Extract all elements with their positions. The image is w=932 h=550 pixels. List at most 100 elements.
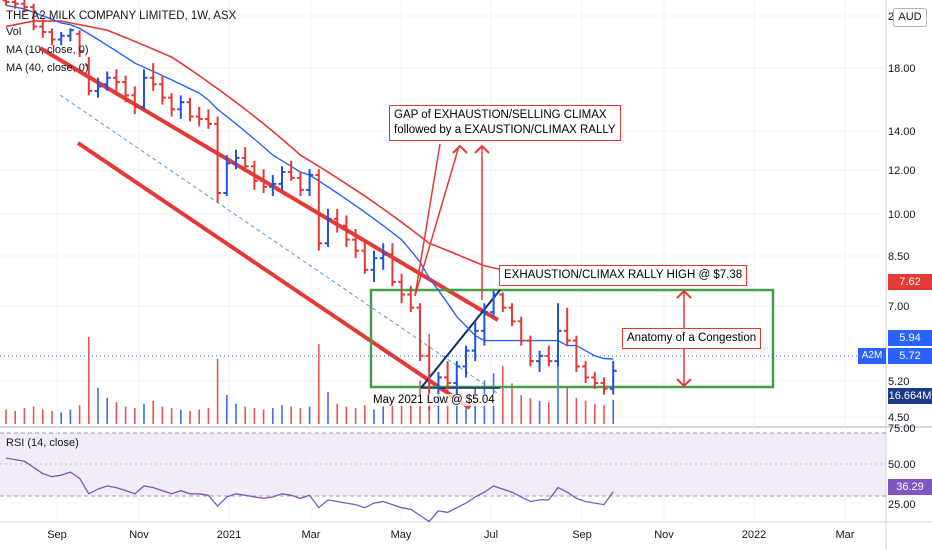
price-pane[interactable] (0, 0, 886, 424)
volume-bar (124, 406, 127, 424)
ohlc-bar (398, 273, 406, 304)
ohlc-bar (563, 307, 571, 346)
volume-bar (226, 394, 228, 424)
time-tick-label: May (391, 529, 412, 541)
ohlc-bar (324, 208, 332, 247)
volume-bar (281, 405, 283, 424)
price-tick-label: 12.00 (888, 165, 916, 177)
ohlc-bar (177, 95, 185, 119)
chart-title: THE A2 MILK COMPANY LIMITED, 1W, ASX (6, 10, 237, 22)
legend-ma10[interactable]: MA (10, close, 0) (6, 44, 89, 56)
annotation-gap-line2: followed by a EXAUSTION/CLIMAX RALLY (394, 124, 616, 136)
annotation-gap-exhaustion[interactable]: GAP of EXHAUSTION/SELLING CLIMAX followe… (389, 105, 621, 141)
volume-bar (180, 409, 182, 424)
volume-bar (603, 405, 605, 424)
volume-bar (244, 406, 246, 424)
volume-bar (336, 403, 338, 424)
volume-bar (262, 409, 265, 424)
legend-rsi[interactable]: RSI (14, close) (6, 437, 79, 449)
ohlc-bar (379, 243, 387, 270)
ohlc-bar (48, 28, 56, 46)
volume-bar (97, 387, 99, 424)
annotation-congestion[interactable]: Anatomy of a Congestion (622, 328, 762, 349)
volume-bar (584, 400, 587, 424)
ohlc-bar (223, 155, 231, 197)
price-tick-label: 14.00 (888, 126, 916, 138)
volume-bar (272, 408, 274, 424)
badge-volume: 16.664M (888, 388, 932, 404)
ohlc-bar (112, 69, 120, 91)
ohlc-bar (269, 174, 277, 197)
volume-bar (456, 392, 458, 424)
ohlc-bar (342, 215, 350, 247)
annotation-may-low[interactable]: May 2021 Low @ $5.04 (371, 394, 497, 406)
volume-bar (382, 406, 384, 424)
ohlc-bar (39, 19, 47, 38)
volume-bar (391, 403, 394, 424)
ohlc-bar (591, 371, 599, 389)
volume-bar (170, 408, 173, 424)
ohlc-bars[interactable] (2, 0, 617, 411)
volume-bar (32, 406, 35, 424)
annotation-rally-high[interactable]: EXHAUSTION/CLIMAX RALLY HIGH @ $7.38 (499, 265, 748, 286)
volume-bar (23, 408, 26, 424)
rally-line (420, 289, 501, 389)
congestion-box (369, 288, 775, 389)
congestion-arrow-top (676, 289, 692, 299)
time-tick-label: Sep (47, 529, 67, 541)
volume-bar (143, 403, 145, 424)
price-tick-label: 7.00 (888, 301, 909, 313)
ohlc-bar (462, 345, 470, 378)
volume-bar (538, 400, 541, 424)
gap-up-arrow-head (452, 144, 468, 154)
volume-bar (152, 400, 154, 424)
ohlc-bar (572, 335, 580, 372)
legend-ma40[interactable]: MA (40, close, 0) (6, 62, 89, 74)
ohlc-bar (214, 116, 222, 203)
ohlc-bar (149, 63, 157, 91)
time-tick-label: Jul (484, 529, 498, 541)
legend-vol[interactable]: Vol (6, 26, 22, 38)
volume-bar (502, 365, 504, 424)
gap-pointer-line (414, 143, 441, 297)
volume-bar (78, 405, 81, 424)
volume-bar (69, 409, 72, 424)
ohlc-bar (2, 0, 10, 6)
time-tick-label: Mar (302, 529, 321, 541)
ohlc-bar (554, 303, 562, 367)
time-tick-label: 2022 (742, 529, 766, 541)
ohlc-bar (453, 361, 461, 395)
volume-bar (253, 408, 256, 424)
currency-button[interactable]: AUD (893, 8, 927, 27)
ohlc-bar (168, 93, 176, 117)
ohlc-bar (232, 149, 240, 170)
rsi-tick-label: 25.00 (888, 499, 916, 511)
ohlc-bar (11, 0, 19, 9)
rsi-tick-label: 75.00 (888, 423, 916, 435)
ohlc-bar (30, 3, 38, 31)
ohlc-bar (352, 229, 360, 259)
volume-bar (400, 400, 403, 424)
time-tick-label: 2021 (217, 529, 241, 541)
price-tick-label: 10.00 (888, 209, 916, 221)
ohlc-bar (480, 303, 488, 346)
time-tick-label: Nov (654, 529, 674, 541)
channel-midline (59, 94, 501, 396)
ohlc-bar (85, 57, 93, 96)
volume-bar (207, 408, 210, 424)
ohlc-bar (296, 172, 304, 197)
volume-bar (548, 402, 550, 424)
ohlc-bar (103, 71, 111, 91)
volume-bar (594, 403, 596, 424)
volume-bar (235, 403, 237, 424)
ohlc-bar (186, 97, 194, 122)
volume-bar (465, 397, 467, 424)
channel-lower-line (76, 141, 472, 410)
ohlc-bar (140, 69, 148, 110)
ohlc-bar (20, 0, 28, 13)
congestion-arrow-bottom (676, 378, 692, 388)
volume-bar (373, 409, 375, 424)
volume-bar (60, 412, 62, 424)
ohlc-bar (57, 32, 65, 46)
